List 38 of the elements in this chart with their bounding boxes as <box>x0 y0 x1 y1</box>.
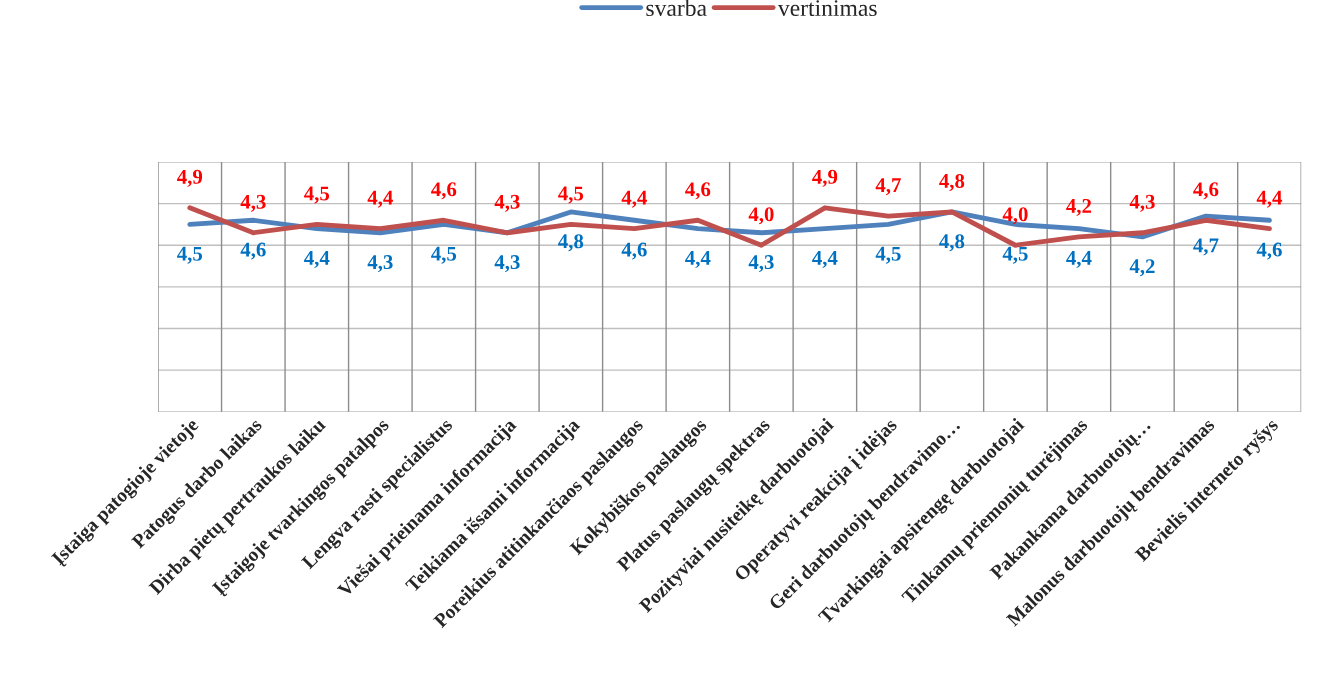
data-label: 4,4 <box>812 251 838 268</box>
data-label: 4,3 <box>240 194 266 212</box>
data-label: 4,2 <box>1066 198 1092 216</box>
data-label: 4,5 <box>558 186 584 204</box>
data-label: 4,6 <box>1193 182 1219 200</box>
data-label: 4,5 <box>431 246 457 264</box>
data-label: 4,5 <box>177 246 203 264</box>
data-label: 4,2 <box>1129 259 1155 277</box>
data-label: 4,6 <box>240 242 266 260</box>
data-label: 4,8 <box>558 234 584 252</box>
data-label: 4,9 <box>177 169 203 187</box>
data-label: 4,7 <box>875 178 901 196</box>
data-label: 4,3 <box>1129 194 1155 212</box>
data-label: 4,0 <box>1002 207 1028 225</box>
data-label: 4,5 <box>875 246 901 264</box>
data-label: 4,4 <box>1256 190 1283 208</box>
data-label: 4,6 <box>685 182 711 200</box>
data-label: 4,5 <box>1002 246 1028 264</box>
data-label: 4,3 <box>494 194 520 212</box>
data-label: 4,3 <box>748 255 774 273</box>
data-label: 4,4 <box>621 190 647 208</box>
data-label: 4,4 <box>685 251 711 268</box>
data-label: 4,9 <box>812 169 838 187</box>
legend-label: svarba <box>646 0 707 17</box>
data-label: 4,6 <box>431 182 457 200</box>
data-label: 4,4 <box>1066 251 1092 268</box>
data-label: 4,0 <box>748 207 774 225</box>
legend-label: vertinimas <box>777 0 877 17</box>
data-label: 4,6 <box>1256 242 1282 260</box>
data-label: 4,3 <box>367 255 393 273</box>
data-label: 4,7 <box>1193 238 1219 256</box>
data-label: 4,8 <box>939 173 965 192</box>
data-label: 4,3 <box>494 255 520 273</box>
data-label: 4,4 <box>304 251 330 268</box>
data-label: 4,6 <box>621 242 647 260</box>
data-label: 4,5 <box>304 186 330 204</box>
data-label: 4,4 <box>367 190 393 208</box>
data-label: 4,8 <box>939 234 965 252</box>
